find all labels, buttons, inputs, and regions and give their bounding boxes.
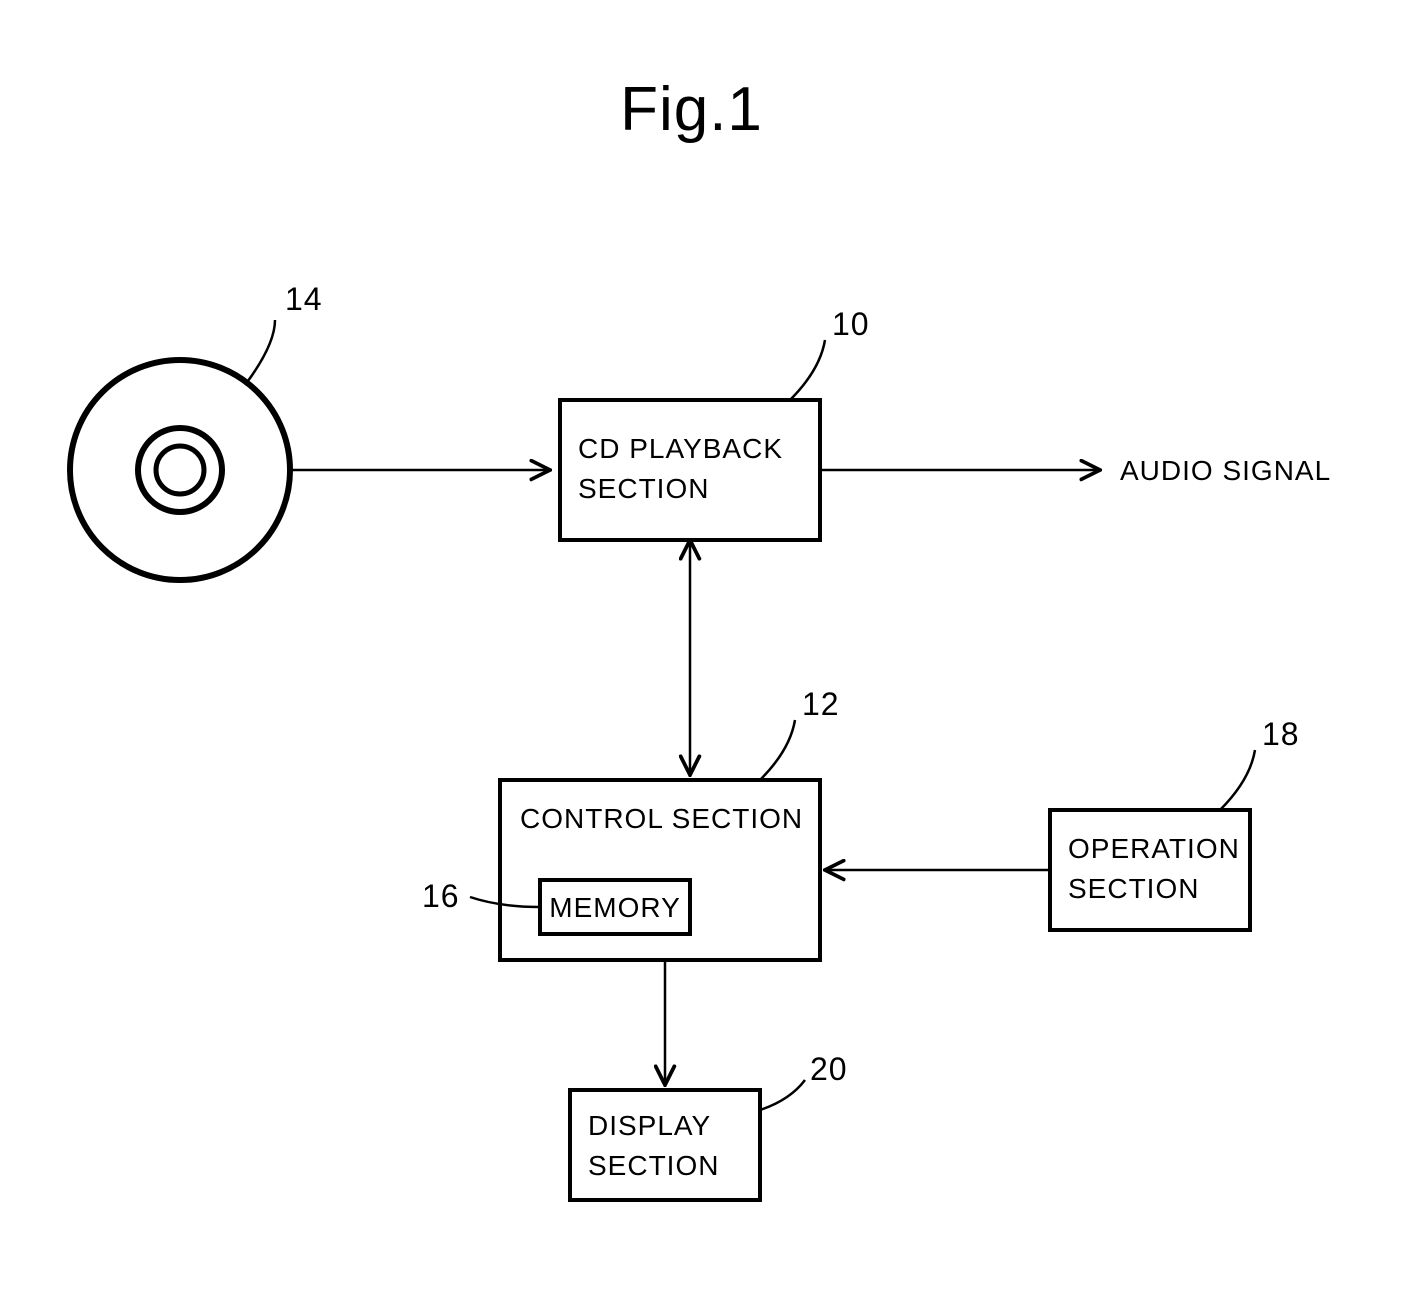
ref-16: 16: [422, 878, 460, 914]
ref-10: 10: [832, 306, 870, 342]
memory-label: MEMORY: [549, 892, 681, 923]
ref-20: 20: [810, 1051, 848, 1087]
figure-title: Fig.1: [620, 75, 763, 144]
audio-signal-label: AUDIO SIGNAL: [1120, 455, 1331, 486]
operation-label-1: OPERATION: [1068, 833, 1240, 864]
operation-label-2: SECTION: [1068, 873, 1199, 904]
playback-label-2: SECTION: [578, 473, 709, 504]
ref-18: 18: [1262, 716, 1300, 752]
display-label-1: DISPLAY: [588, 1110, 711, 1141]
ref-14: 14: [285, 281, 323, 317]
playback-label-1: CD PLAYBACK: [578, 433, 783, 464]
ref-12: 12: [802, 686, 840, 722]
display-label-2: SECTION: [588, 1150, 719, 1181]
control-label: CONTROL SECTION: [520, 803, 803, 834]
